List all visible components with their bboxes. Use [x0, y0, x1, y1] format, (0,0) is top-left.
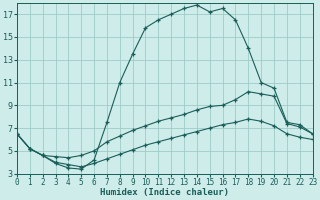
X-axis label: Humidex (Indice chaleur): Humidex (Indice chaleur): [100, 188, 229, 197]
